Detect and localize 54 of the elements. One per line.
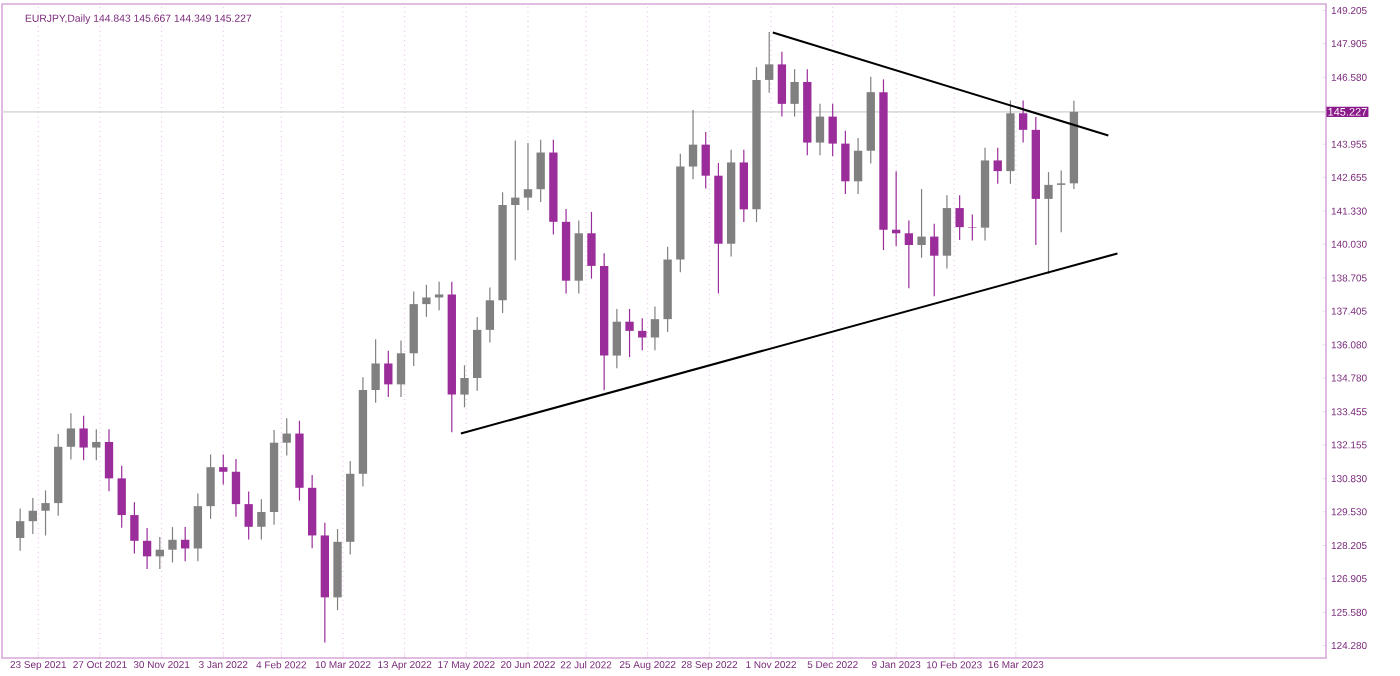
candlestick (625, 308, 634, 358)
candlestick (231, 458, 241, 518)
candlestick (942, 194, 952, 270)
candlestick (282, 417, 291, 457)
candlestick (1018, 99, 1028, 144)
candlestick (130, 501, 139, 555)
candlestick (193, 492, 203, 562)
candlestick (790, 68, 799, 118)
candlestick (15, 507, 25, 552)
candlestick (841, 130, 850, 195)
candlestick (574, 219, 583, 295)
candlestick (777, 51, 787, 118)
candlestick (422, 284, 431, 318)
candlestick (371, 338, 380, 404)
candlestick (104, 428, 114, 492)
candlestick (79, 415, 88, 461)
candlestick (434, 281, 444, 311)
candlestick (853, 137, 863, 195)
candlestick (396, 339, 406, 398)
candlestick (917, 188, 926, 259)
candlestick (219, 453, 228, 486)
candlestick (244, 490, 253, 541)
candlestick (612, 308, 622, 369)
candlestick (930, 223, 939, 297)
candlestick (765, 31, 774, 94)
candlestick (968, 213, 977, 242)
candlestick (142, 527, 152, 570)
candlestick (739, 149, 748, 223)
candlestick (511, 139, 520, 261)
candlestick (460, 364, 469, 408)
candlestick (1044, 171, 1053, 275)
candlestick (28, 497, 38, 535)
candlestick (523, 142, 533, 211)
candlestick (384, 350, 393, 398)
candlestick (536, 139, 545, 203)
candlestick (587, 211, 596, 280)
candlestick (66, 412, 76, 461)
candlestick (117, 465, 126, 529)
candlestick (904, 219, 914, 289)
candlestick (41, 489, 50, 537)
candlestick (650, 305, 660, 351)
candlestick (92, 428, 101, 461)
candlestick (168, 526, 177, 564)
candlestick (828, 103, 837, 157)
candlestick (307, 474, 317, 549)
candlestick (701, 131, 710, 190)
candlestick (688, 109, 698, 180)
candlestick (206, 453, 215, 520)
candlestick (257, 498, 266, 541)
candlestick (993, 147, 1002, 185)
candlestick (955, 194, 964, 241)
candlestick (485, 286, 495, 344)
candlestick (1057, 170, 1066, 233)
candlestick (815, 103, 825, 156)
